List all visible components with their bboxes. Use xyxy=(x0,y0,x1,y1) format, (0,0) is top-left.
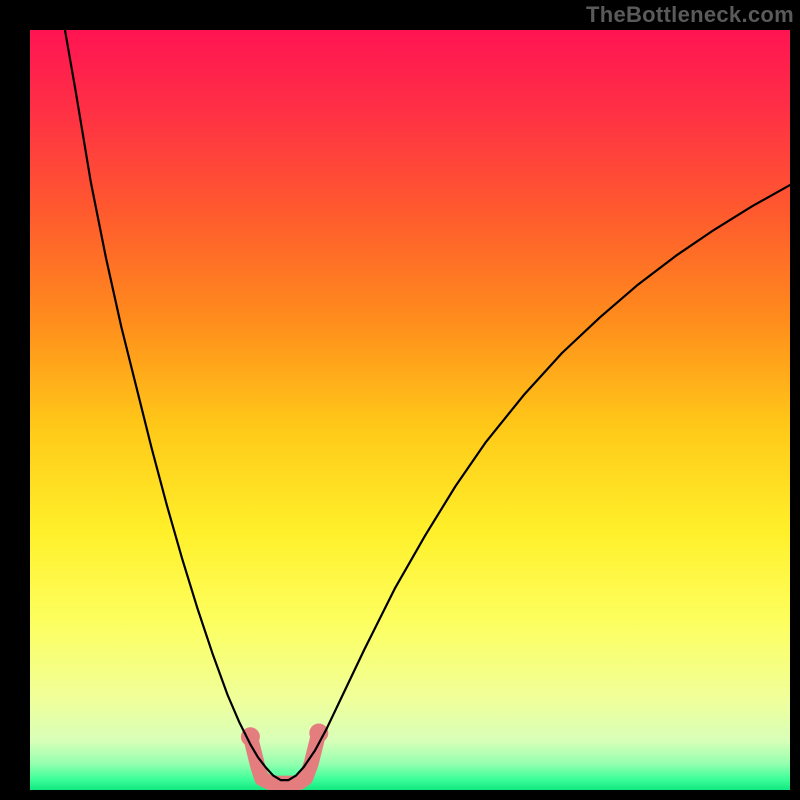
watermark: TheBottleneck.com xyxy=(586,2,794,28)
plot-area xyxy=(30,30,790,790)
v-curve xyxy=(65,30,790,780)
trace-layer xyxy=(30,30,790,790)
